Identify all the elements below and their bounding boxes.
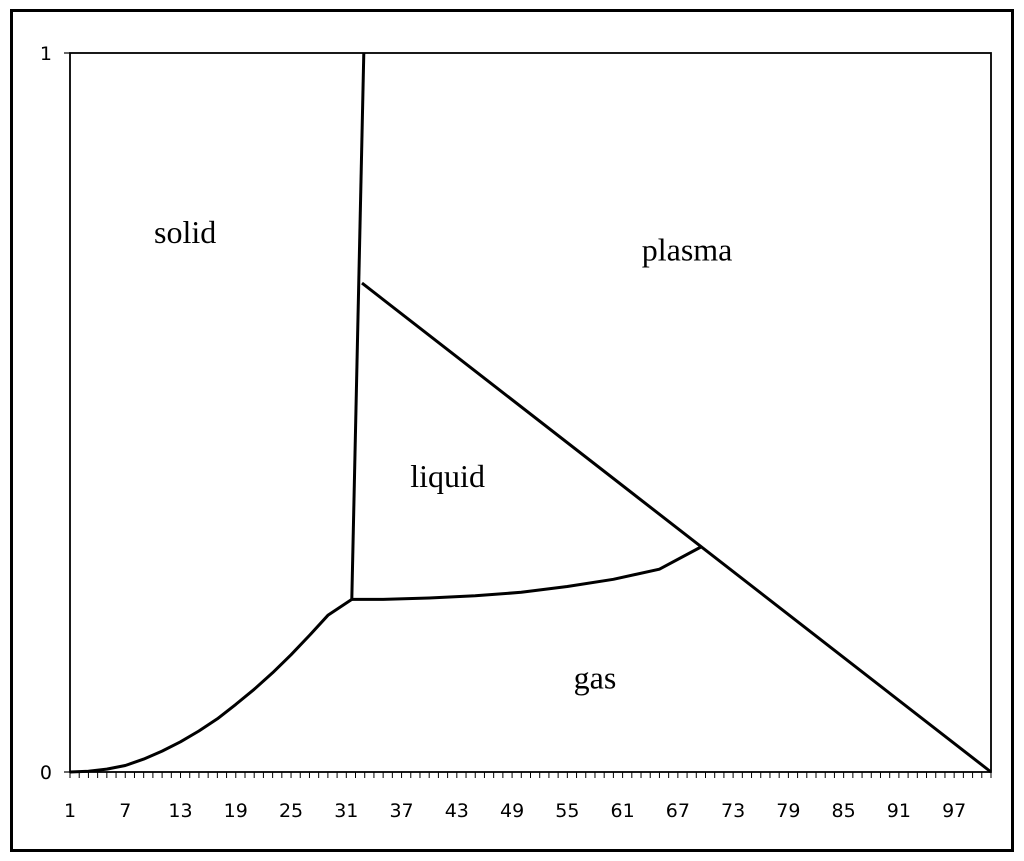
boundary-line bbox=[351, 545, 702, 601]
region-label-gas: gas bbox=[574, 660, 617, 696]
x-tick-label: 7 bbox=[119, 800, 131, 822]
y-tick-label: 0 bbox=[40, 762, 52, 784]
x-tick-label: 91 bbox=[887, 800, 911, 822]
chart-frame bbox=[10, 9, 1014, 852]
region-label-solid: solid bbox=[154, 214, 216, 250]
x-tick-label: 97 bbox=[942, 800, 966, 822]
phase-boundaries bbox=[69, 52, 992, 774]
y-tick-label: 1 bbox=[40, 43, 52, 65]
x-tick-label: 55 bbox=[555, 800, 579, 822]
x-tick-labels: 1 7 13 19 25 31 37 43 49 55 61 67 73 79 85 91 97 bbox=[64, 800, 966, 822]
x-tick-label: 73 bbox=[721, 800, 745, 822]
x-tick-label: 31 bbox=[334, 800, 358, 822]
x-tick-label: 61 bbox=[611, 800, 635, 822]
x-tick-label: 43 bbox=[445, 800, 469, 822]
x-tick-label: 79 bbox=[776, 800, 800, 822]
boundary-line bbox=[361, 281, 992, 774]
x-tick-label: 67 bbox=[666, 800, 690, 822]
x-tick-label: 19 bbox=[224, 800, 248, 822]
y-tick-labels: 01 bbox=[40, 43, 52, 784]
x-tick-label: 1 bbox=[64, 800, 76, 822]
region-label-plasma: plasma bbox=[642, 232, 733, 268]
x-tick-label: 13 bbox=[168, 800, 192, 822]
x-tick-label: 85 bbox=[832, 800, 856, 822]
tick-marks bbox=[64, 52, 992, 778]
x-tick-label: 37 bbox=[389, 800, 413, 822]
x-tick-label: 25 bbox=[279, 800, 303, 822]
region-label-liquid: liquid bbox=[410, 458, 485, 494]
boundary-line bbox=[350, 52, 366, 600]
region-labels: solid plasma liquid gas bbox=[154, 214, 732, 696]
boundary-line bbox=[69, 598, 353, 774]
x-tick-label: 49 bbox=[500, 800, 524, 822]
